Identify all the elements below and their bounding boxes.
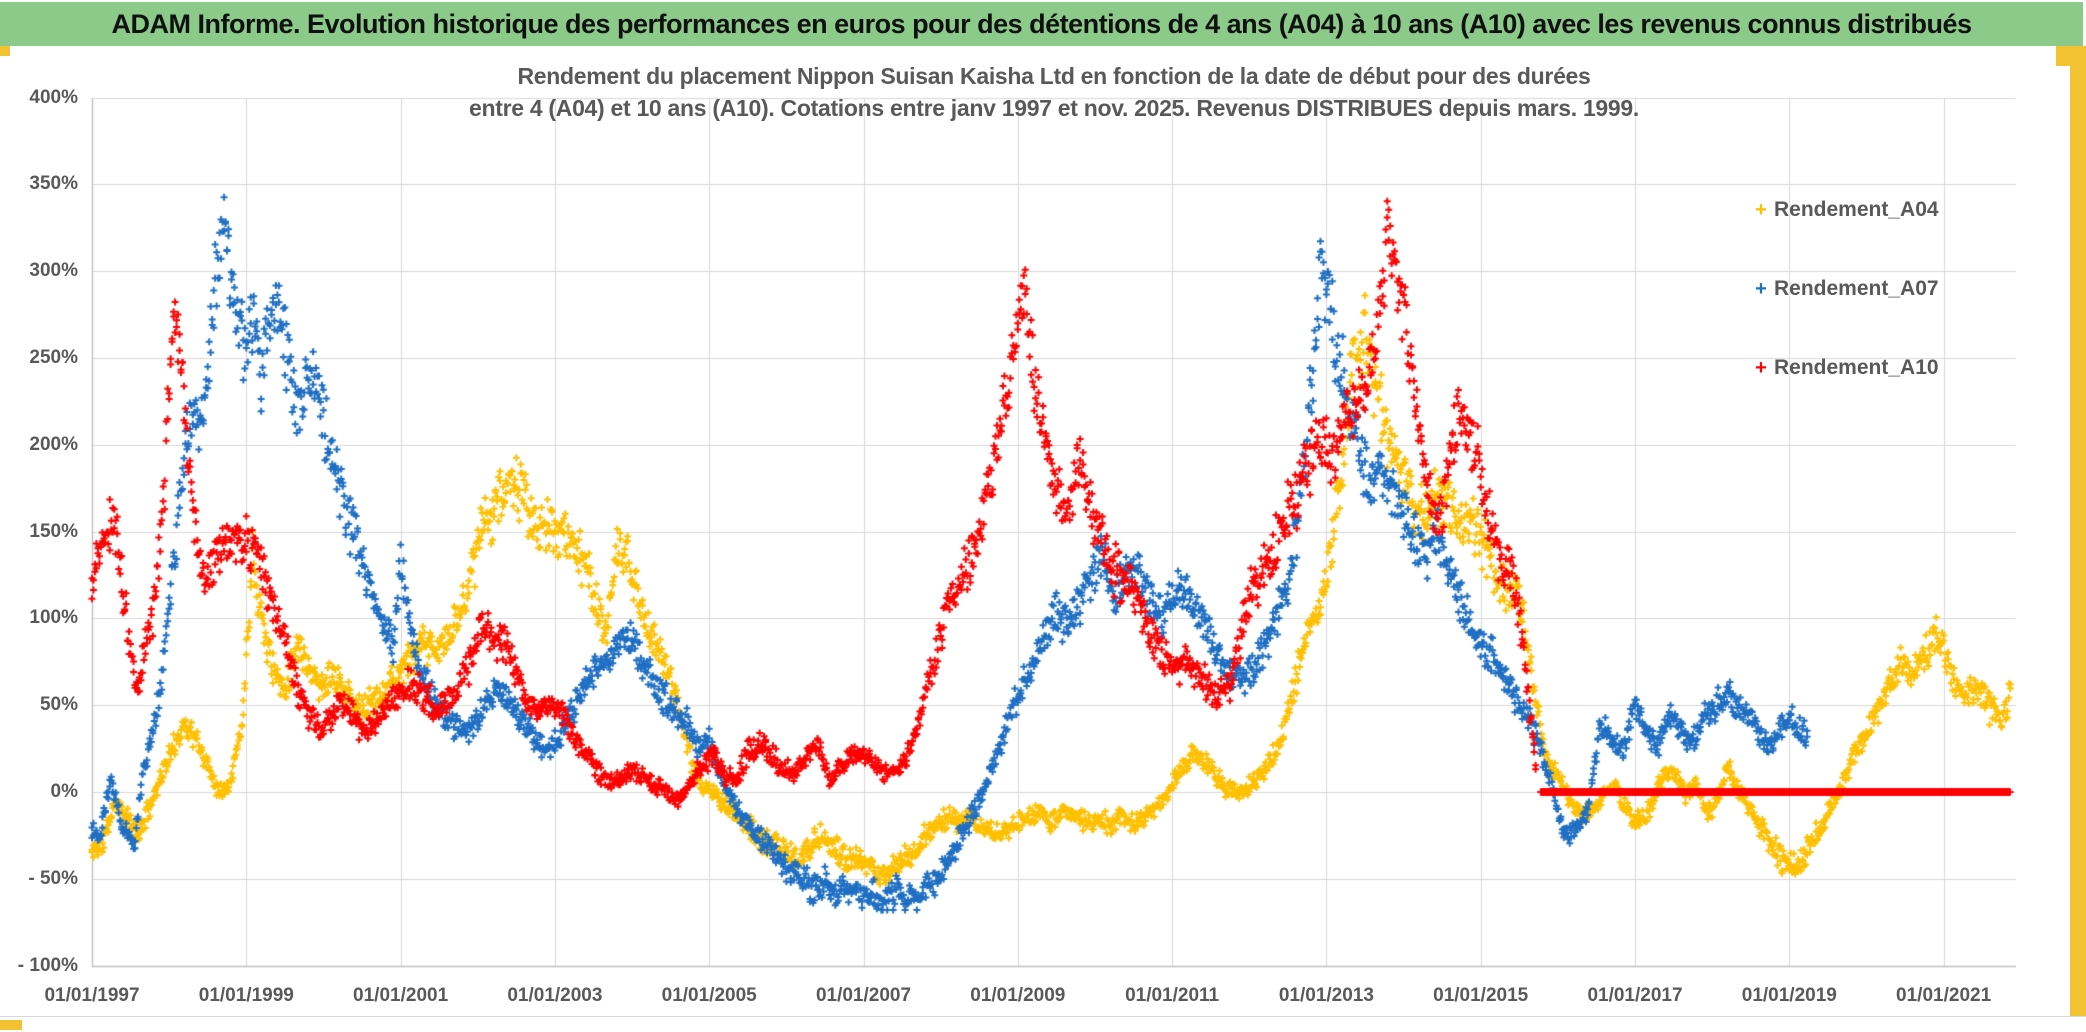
y-axis-tick-label: 400%	[29, 86, 78, 108]
x-axis-tick-label: 01/01/2007	[815, 985, 912, 1006]
y-axis-tick-label: - 100%	[17, 954, 78, 976]
legend-label: Rendement_A07	[1774, 277, 1939, 300]
chart-legend: + Rendement_A04 + Rendement_A07 + Rendem…	[1748, 196, 1988, 433]
legend-item-a04[interactable]: + Rendement_A04	[1748, 196, 1988, 224]
y-axis-tick-label: 350%	[29, 173, 78, 195]
plus-marker-icon: +	[1755, 356, 1767, 379]
plus-marker-icon: +	[1755, 198, 1767, 221]
x-axis-tick-label: 01/01/2017	[1587, 985, 1683, 1006]
legend-label: Rendement_A10	[1774, 356, 1939, 379]
y-axis-tick-label: 150%	[29, 520, 78, 542]
x-axis-tick-label: 01/01/2005	[661, 985, 757, 1006]
y-axis-tick-label: 300%	[29, 260, 78, 282]
x-axis-tick-label: 01/01/2011	[1125, 985, 1220, 1006]
x-axis-tick-label: 01/01/2021	[1896, 985, 1992, 1006]
y-axis-tick-label: 50%	[39, 694, 78, 716]
y-axis-tick-label: 100%	[29, 607, 78, 629]
legend-label: Rendement_A04	[1774, 198, 1939, 221]
x-axis-tick-label: 01/01/1999	[198, 985, 294, 1006]
x-axis-tick-label: 01/01/2003	[507, 985, 603, 1006]
x-axis-tick-label: 01/01/2013	[1278, 985, 1374, 1006]
x-axis-tick-label: 01/01/1997	[44, 985, 140, 1006]
y-axis-tick-label: 0%	[50, 781, 78, 802]
legend-item-a07[interactable]: + Rendement_A07	[1748, 275, 1988, 303]
y-axis-tick-label: 200%	[29, 433, 78, 455]
x-axis-tick-label: 01/01/2001	[353, 985, 449, 1006]
y-axis-tick-label: 250%	[29, 347, 78, 368]
y-axis-tick-label: - 50%	[28, 867, 78, 889]
chart-title-line1: Rendement du placement Nippon Suisan Kai…	[517, 63, 1591, 89]
x-axis-tick-label: 01/01/2015	[1433, 985, 1529, 1006]
legend-item-a10[interactable]: + Rendement_A10	[1748, 354, 1988, 382]
chart-title: Rendement du placement Nippon Suisan Kai…	[404, 60, 1704, 124]
chart-title-line2: entre 4 (A04) et 10 ans (A10). Cotations…	[468, 95, 1639, 121]
plus-marker-icon: +	[1755, 277, 1767, 300]
x-axis-tick-label: 01/01/2009	[970, 985, 1066, 1006]
x-axis-tick-label: 01/01/2019	[1741, 985, 1837, 1006]
